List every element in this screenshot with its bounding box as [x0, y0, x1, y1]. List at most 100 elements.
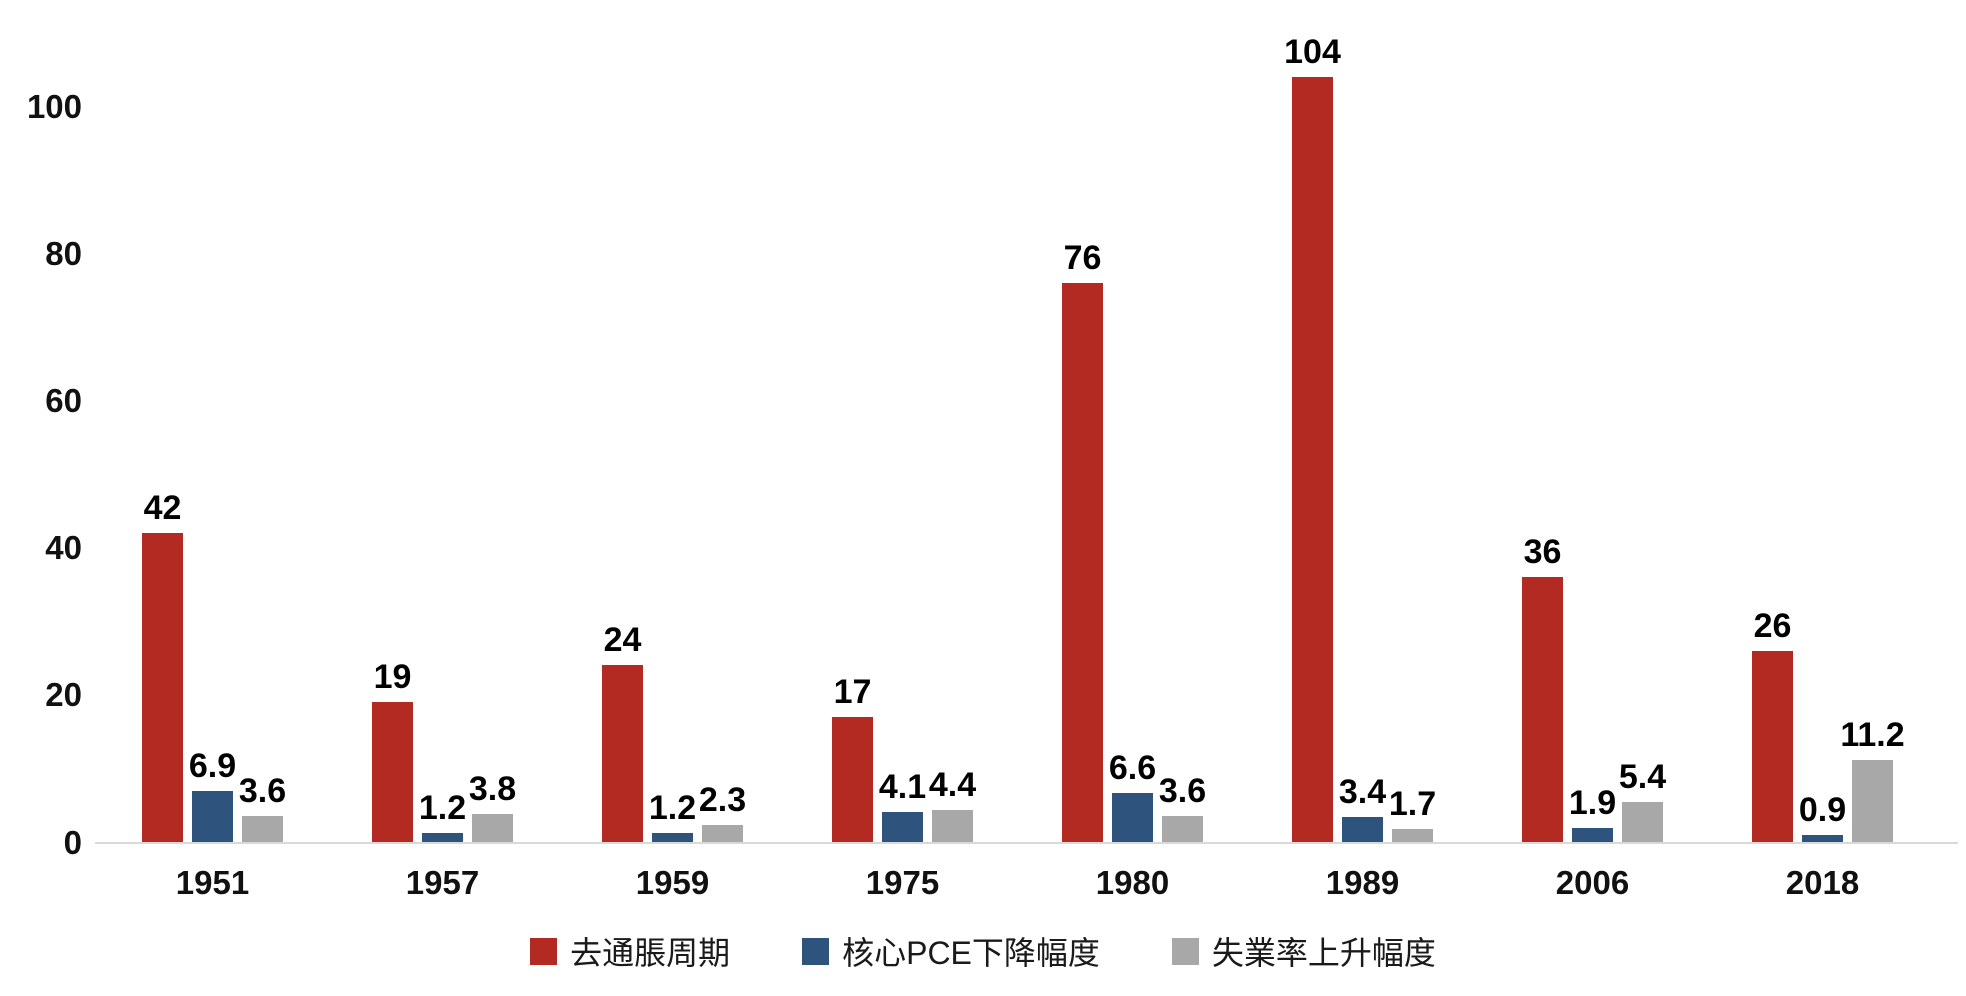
core-pce-decline-value-label: 4.1: [878, 768, 927, 806]
unemployment-rise-column: 3.6: [239, 774, 286, 842]
deflation-cycle-column: 17: [832, 675, 873, 842]
deflation-cycle-bar: [1062, 283, 1103, 842]
unemployment-rise-value-label: 1.7: [1388, 785, 1437, 823]
unemployment-rise-column: 4.4: [929, 768, 976, 842]
unemployment-rise-bar: [1852, 760, 1893, 842]
deflation-cycle-value-label: 42: [143, 489, 182, 527]
core-pce-decline-value-label: 6.6: [1108, 749, 1157, 787]
unemployment-rise-column: 5.4: [1619, 760, 1666, 842]
unemployment-rise-value-label: 2.3: [698, 781, 747, 819]
core-pce-decline-value-label: 1.2: [418, 789, 467, 827]
core-pce-decline-column: 6.6: [1109, 751, 1156, 842]
deflation-cycle-value-label: 26: [1753, 607, 1792, 645]
unemployment-rise-column: 11.2: [1840, 718, 1905, 842]
core-pce-decline-bar: [192, 791, 233, 842]
deflation-cycle-column: 104: [1284, 35, 1341, 842]
deflation-cycle-value-label: 19: [373, 658, 412, 696]
deflation-cycle-bar: [1752, 651, 1793, 842]
x-axis-category-label: 1951: [175, 864, 250, 901]
y-axis-tick-label: 80: [45, 234, 82, 272]
unemployment-rise-column: 1.7: [1389, 787, 1436, 842]
legend-item-unemployment-rise: 失業率上升幅度: [1171, 928, 1436, 974]
legend: 去通脹周期 核心PCE下降幅度 失業率上升幅度: [0, 928, 1966, 974]
core-pce-decline-bar: [1802, 835, 1843, 842]
y-axis-tick-label: 60: [45, 381, 82, 419]
core-pce-decline-column: 6.9: [189, 749, 236, 842]
deflation-cycle-column: 24: [602, 623, 643, 842]
legend-label: 去通脹周期: [570, 935, 731, 971]
unemployment-rise-column: 3.6: [1159, 774, 1206, 842]
core-pce-decline-column: 1.2: [649, 791, 696, 842]
x-axis-baseline: [95, 842, 1958, 844]
deflation-cycle-column: 36: [1522, 535, 1563, 842]
deflation-cycle-value-label: 36: [1523, 533, 1562, 571]
unemployment-rise-value-label: 4.4: [928, 766, 977, 804]
deflation-cycle-swatch-icon: [530, 937, 558, 965]
core-pce-decline-swatch-icon: [802, 937, 830, 965]
deflation-cycle-value-label: 17: [833, 673, 872, 711]
bar-group: 104 3.4 1.7: [1284, 35, 1436, 842]
unemployment-rise-value-label: 5.4: [1618, 758, 1667, 796]
bar-group: 19 1.2 3.8: [372, 660, 516, 842]
legend-item-core-pce-decline: 核心PCE下降幅度: [802, 928, 1100, 974]
core-pce-decline-bar: [1342, 817, 1383, 842]
y-axis-tick-label: 40: [45, 529, 82, 567]
y-axis-tick-label: 20: [45, 676, 82, 714]
core-pce-decline-column: 1.9: [1569, 786, 1616, 842]
unemployment-rise-column: 2.3: [699, 783, 746, 842]
core-pce-decline-column: 4.1: [879, 770, 926, 842]
unemployment-rise-value-label: 3.8: [468, 770, 517, 808]
x-axis-category-label: 2006: [1555, 864, 1630, 901]
deflation-cycle-bar: [1522, 577, 1563, 842]
y-axis-tick-label: 0: [63, 823, 82, 861]
deflation-cycle-bar: [1292, 77, 1333, 842]
bar-group: 36 1.9 5.4: [1522, 535, 1666, 842]
core-pce-decline-value-label: 6.9: [188, 747, 237, 785]
unemployment-rise-bar: [1162, 816, 1203, 842]
deflation-cycle-bar: [602, 665, 643, 842]
unemployment-rise-value-label: 3.6: [1158, 772, 1207, 810]
bar-group: 17 4.1 4.4: [832, 675, 976, 842]
deflation-cycle-column: 76: [1062, 241, 1103, 842]
y-axis-tick-label: 100: [26, 87, 82, 125]
deflation-cycle-column: 26: [1752, 609, 1793, 842]
x-axis-category-label: 1989: [1325, 864, 1400, 901]
x-axis-category-label: 2018: [1785, 864, 1860, 901]
bar-group: 26 0.9 11.2: [1752, 609, 1905, 842]
deflation-cycle-column: 19: [372, 660, 413, 842]
core-pce-decline-value-label: 3.4: [1338, 773, 1387, 811]
core-pce-decline-value-label: 1.2: [648, 789, 697, 827]
legend-label: 失業率上升幅度: [1211, 935, 1436, 971]
core-pce-decline-bar: [1112, 793, 1153, 842]
bar-group: 76 6.6 3.6: [1062, 241, 1206, 842]
deflation-cycle-bar: [142, 533, 183, 842]
unemployment-rise-bar: [702, 825, 743, 842]
unemployment-rise-bar: [242, 816, 283, 842]
core-pce-decline-bar: [1572, 828, 1613, 842]
legend-item-deflation-cycle: 去通脹周期: [530, 928, 730, 974]
core-pce-decline-bar: [422, 833, 463, 842]
core-pce-decline-value-label: 0.9: [1798, 791, 1847, 829]
unemployment-rise-column: 3.8: [469, 772, 516, 842]
unemployment-rise-value-label: 11.2: [1840, 716, 1905, 754]
deflation-cycle-bar: [832, 717, 873, 842]
x-axis-category-label: 1957: [405, 864, 480, 901]
unemployment-rise-value-label: 3.6: [238, 772, 287, 810]
deflation-cycle-value-label: 76: [1063, 239, 1102, 277]
core-pce-decline-column: 1.2: [419, 791, 466, 842]
x-axis-category-label: 1975: [865, 864, 940, 901]
core-pce-decline-column: 0.9: [1799, 793, 1846, 842]
core-pce-decline-bar: [882, 812, 923, 842]
bar-group: 24 1.2 2.3: [602, 623, 746, 842]
unemployment-rise-bar: [1392, 829, 1433, 842]
core-pce-decline-column: 3.4: [1339, 775, 1386, 842]
x-axis-category-label: 1959: [635, 864, 710, 901]
unemployment-rise-bar: [1622, 802, 1663, 842]
x-axis-category-label: 1980: [1095, 864, 1170, 901]
unemployment-rise-swatch-icon: [1171, 937, 1199, 965]
unemployment-rise-bar: [932, 810, 973, 842]
bar-group: 42 6.9 3.6: [142, 491, 286, 842]
core-pce-decline-value-label: 1.9: [1568, 784, 1617, 822]
legend-label: 核心PCE下降幅度: [842, 935, 1100, 971]
